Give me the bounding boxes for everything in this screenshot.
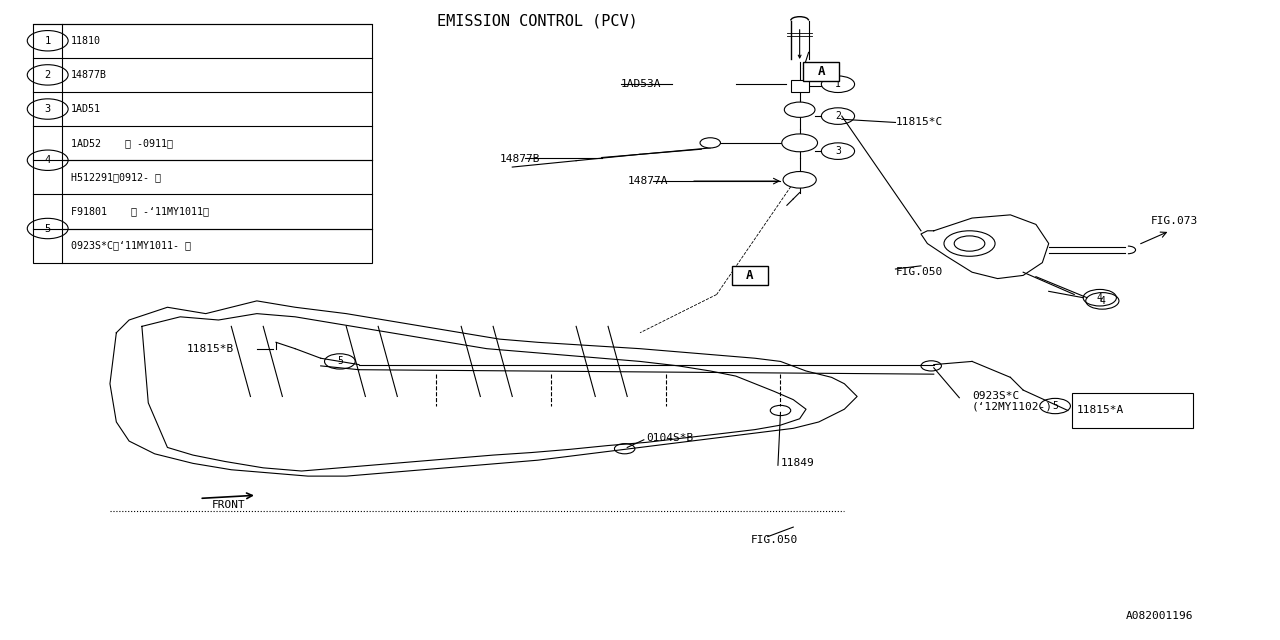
Text: 4: 4 xyxy=(45,156,51,165)
Text: A082001196: A082001196 xyxy=(1125,611,1193,621)
Bar xyxy=(732,266,768,285)
Text: 1AD51: 1AD51 xyxy=(70,104,101,114)
Text: 2: 2 xyxy=(835,111,841,121)
Text: EMISSION CONTROL (PCV): EMISSION CONTROL (PCV) xyxy=(438,13,639,28)
Bar xyxy=(791,81,809,92)
Text: 5: 5 xyxy=(45,223,51,234)
Circle shape xyxy=(700,138,721,148)
Text: 11810: 11810 xyxy=(70,36,101,46)
Bar xyxy=(804,62,840,81)
Text: 11849: 11849 xyxy=(781,458,814,468)
Text: F91801    （ -‘11MY1011）: F91801 （ -‘11MY1011） xyxy=(70,207,209,216)
Text: FIG.073: FIG.073 xyxy=(1151,216,1198,226)
FancyArrowPatch shape xyxy=(799,29,801,58)
Text: 1AD53A: 1AD53A xyxy=(621,79,662,89)
Text: FRONT: FRONT xyxy=(212,500,246,510)
Circle shape xyxy=(785,102,815,117)
Text: 11815*C: 11815*C xyxy=(896,118,942,127)
Text: FIG.050: FIG.050 xyxy=(896,268,942,277)
Circle shape xyxy=(782,134,818,152)
Text: 1: 1 xyxy=(835,79,841,89)
Text: 0104S*B: 0104S*B xyxy=(646,433,694,443)
Text: 4: 4 xyxy=(1097,292,1103,303)
Text: (‘12MY1102-): (‘12MY1102-) xyxy=(972,401,1053,411)
Text: A: A xyxy=(818,65,826,78)
Text: 1: 1 xyxy=(45,36,51,46)
Text: H512291（0912- ）: H512291（0912- ） xyxy=(70,172,161,182)
Text: 5: 5 xyxy=(337,356,343,367)
Text: 5: 5 xyxy=(1052,401,1059,411)
Text: FIG.050: FIG.050 xyxy=(751,535,799,545)
Bar xyxy=(33,24,371,262)
Text: A: A xyxy=(746,269,754,282)
Text: 2: 2 xyxy=(45,70,51,80)
Text: 0923S*C: 0923S*C xyxy=(972,392,1019,401)
Text: 11815*A: 11815*A xyxy=(1076,406,1124,415)
Bar xyxy=(1071,394,1193,428)
Text: 1AD52    （ -0911）: 1AD52 （ -0911） xyxy=(70,138,173,148)
Text: 0923S*C（‘11MY1011- ）: 0923S*C（‘11MY1011- ） xyxy=(70,241,191,251)
Text: 14877B: 14877B xyxy=(70,70,108,80)
Text: 11815*B: 11815*B xyxy=(187,344,234,354)
Text: 14877B: 14877B xyxy=(499,154,540,164)
Text: 3: 3 xyxy=(835,146,841,156)
Text: 3: 3 xyxy=(45,104,51,114)
Text: 4: 4 xyxy=(1100,296,1106,306)
Text: 14877A: 14877A xyxy=(627,176,668,186)
Circle shape xyxy=(783,172,817,188)
